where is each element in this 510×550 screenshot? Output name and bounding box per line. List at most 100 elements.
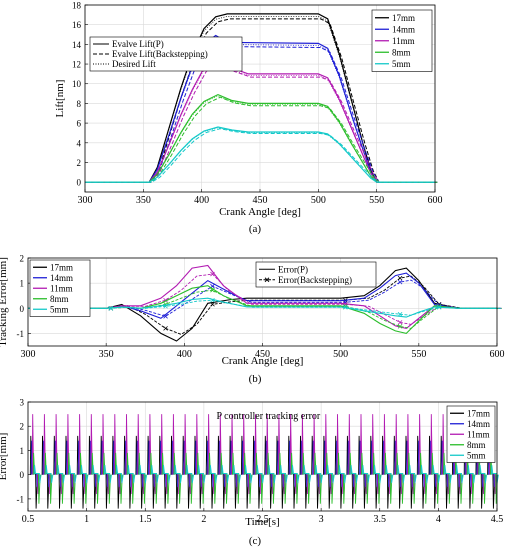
- y-tick-label: 2: [20, 254, 25, 264]
- y-tick-label: 8: [77, 99, 82, 109]
- x-tick-label: 500: [311, 195, 326, 206]
- x-tick-label: 600: [428, 195, 443, 206]
- legend-label: 11mm: [467, 429, 490, 439]
- x-tick-label: 2: [201, 514, 206, 525]
- x-tick-label: 500: [333, 349, 348, 360]
- backstepping-marker: [163, 303, 168, 309]
- series-5mm: [28, 297, 502, 318]
- x-tick-label: 350: [99, 349, 114, 360]
- plot-panel-2: 0.5 1 1.5 2 2.5 3 3.5 4 4.5 -1 0 1 2 3 Time[s] Error[mm…: [0, 398, 503, 529]
- backstepping-marker: [436, 304, 442, 310]
- backstepping-lift-line: [87, 18, 438, 183]
- y-tick-label: 6: [77, 119, 82, 129]
- backstepping-marker: [397, 279, 403, 285]
- panel-caption: (b): [249, 373, 262, 385]
- legend-label: Desired Lift: [112, 59, 156, 69]
- series-8mm: [85, 93, 438, 183]
- panel-caption: (a): [249, 223, 262, 235]
- backstepping-marker: [210, 287, 215, 293]
- legend-label: 8mm: [467, 440, 486, 450]
- backstepping-marker: [343, 304, 348, 310]
- plot-frame: [27, 401, 498, 512]
- y-tick-label: -1: [17, 329, 25, 339]
- x-tick-label: 600: [490, 349, 505, 360]
- backstepping-error-line: [32, 273, 502, 325]
- plot-panel-1: 300 350 400 450 500 550 600 -1 0 1 2 Crank Angle [d…: [0, 254, 505, 368]
- plot-panel-0: 300 350 400 450 500 550 600 0 2 4 6 8 10 12 14 16 18 Cran…: [54, 1, 443, 219]
- plot-frame: [84, 4, 436, 193]
- y-tick-label: 2: [20, 422, 25, 432]
- backstepping-lift-line: [87, 96, 438, 183]
- x-tick-label: 3.5: [374, 514, 387, 525]
- legend-label: Evalve Lift(P): [112, 39, 164, 49]
- backstepping-marker: [397, 324, 403, 329]
- x-tick-label: 4.5: [491, 514, 504, 525]
- x-axis-label: Crank Angle [deg]: [222, 355, 304, 367]
- x-tick-label: 2.5: [256, 514, 269, 525]
- legend-label: 8mm: [50, 294, 69, 304]
- x-tick-label: 450: [255, 349, 270, 360]
- y-tick-label: 12: [72, 60, 81, 70]
- legend-box: [89, 36, 243, 72]
- x-tick-label: 3: [319, 514, 324, 525]
- backstepping-marker: [163, 314, 168, 319]
- x-tick-label: 1.5: [139, 514, 152, 525]
- backstepping-marker: [210, 297, 215, 303]
- legend-label: 17mm: [50, 262, 73, 272]
- p-lift-line: [85, 126, 435, 183]
- x-tick-label: 400: [194, 195, 209, 206]
- backstepping-marker: [163, 326, 168, 331]
- x-tick-label: 0.5: [22, 514, 35, 525]
- legend-label: 5mm: [50, 304, 69, 314]
- y-tick-label: 1: [20, 279, 25, 289]
- legend-line-styles: Evalve Lift(P)Evalve Lift(Backstepping)D…: [89, 36, 243, 72]
- legend-marker: [264, 277, 270, 283]
- plot-frame: [27, 257, 498, 347]
- backstepping-lift-line: [87, 128, 438, 183]
- x-tick-label: 1: [84, 514, 89, 525]
- legend-label: 14mm: [467, 419, 490, 429]
- legend-box: [255, 261, 377, 288]
- y-tick-label: 4: [77, 138, 82, 148]
- p-error-line: [28, 272, 497, 319]
- y-tick-label: -1: [17, 494, 25, 504]
- series-14mm: [28, 272, 502, 319]
- series-5mm: [85, 126, 438, 183]
- backstepping-marker: [397, 275, 403, 281]
- panel-caption: (c): [249, 535, 262, 547]
- legend-label: 11mm: [392, 36, 415, 46]
- y-tick-label: 1: [20, 446, 25, 456]
- y-axis-label: Error[mm]: [0, 433, 9, 481]
- legend-line-styles: Error(P)Error(Backstepping): [255, 261, 377, 288]
- p-error-line: [28, 297, 497, 318]
- legend-label: 14mm: [50, 273, 73, 283]
- backstepping-error-line: [32, 279, 502, 317]
- y-tick-label: 2: [77, 158, 82, 168]
- y-tick-label: 0: [20, 470, 25, 480]
- legend-label: 17mm: [392, 13, 415, 23]
- y-tick-label: 0: [77, 178, 82, 188]
- legend-label: 5mm: [392, 59, 411, 69]
- y-axis-label: Lift[nm]: [54, 80, 66, 118]
- error-trace: [33, 464, 499, 484]
- y-tick-label: 10: [72, 79, 82, 89]
- legend-label: 14mm: [392, 24, 415, 34]
- x-tick-label: 400: [177, 349, 192, 360]
- backstepping-error-line: [32, 299, 502, 316]
- y-tick-label: 16: [72, 20, 82, 30]
- x-tick-label: 550: [411, 349, 426, 360]
- x-tick-label: 300: [78, 195, 93, 206]
- x-tick-label: 300: [21, 349, 36, 360]
- p-error-line: [28, 267, 497, 342]
- x-tick-label: 550: [369, 195, 384, 206]
- backstepping-marker: [210, 301, 215, 307]
- x-axis-label: Crank Angle [deg]: [219, 206, 301, 218]
- x-tick-label: 4: [436, 514, 441, 525]
- legend-label: Evalve Lift(Backstepping): [112, 49, 208, 59]
- desired-lift-line: [85, 95, 435, 183]
- p-error-line: [28, 264, 497, 329]
